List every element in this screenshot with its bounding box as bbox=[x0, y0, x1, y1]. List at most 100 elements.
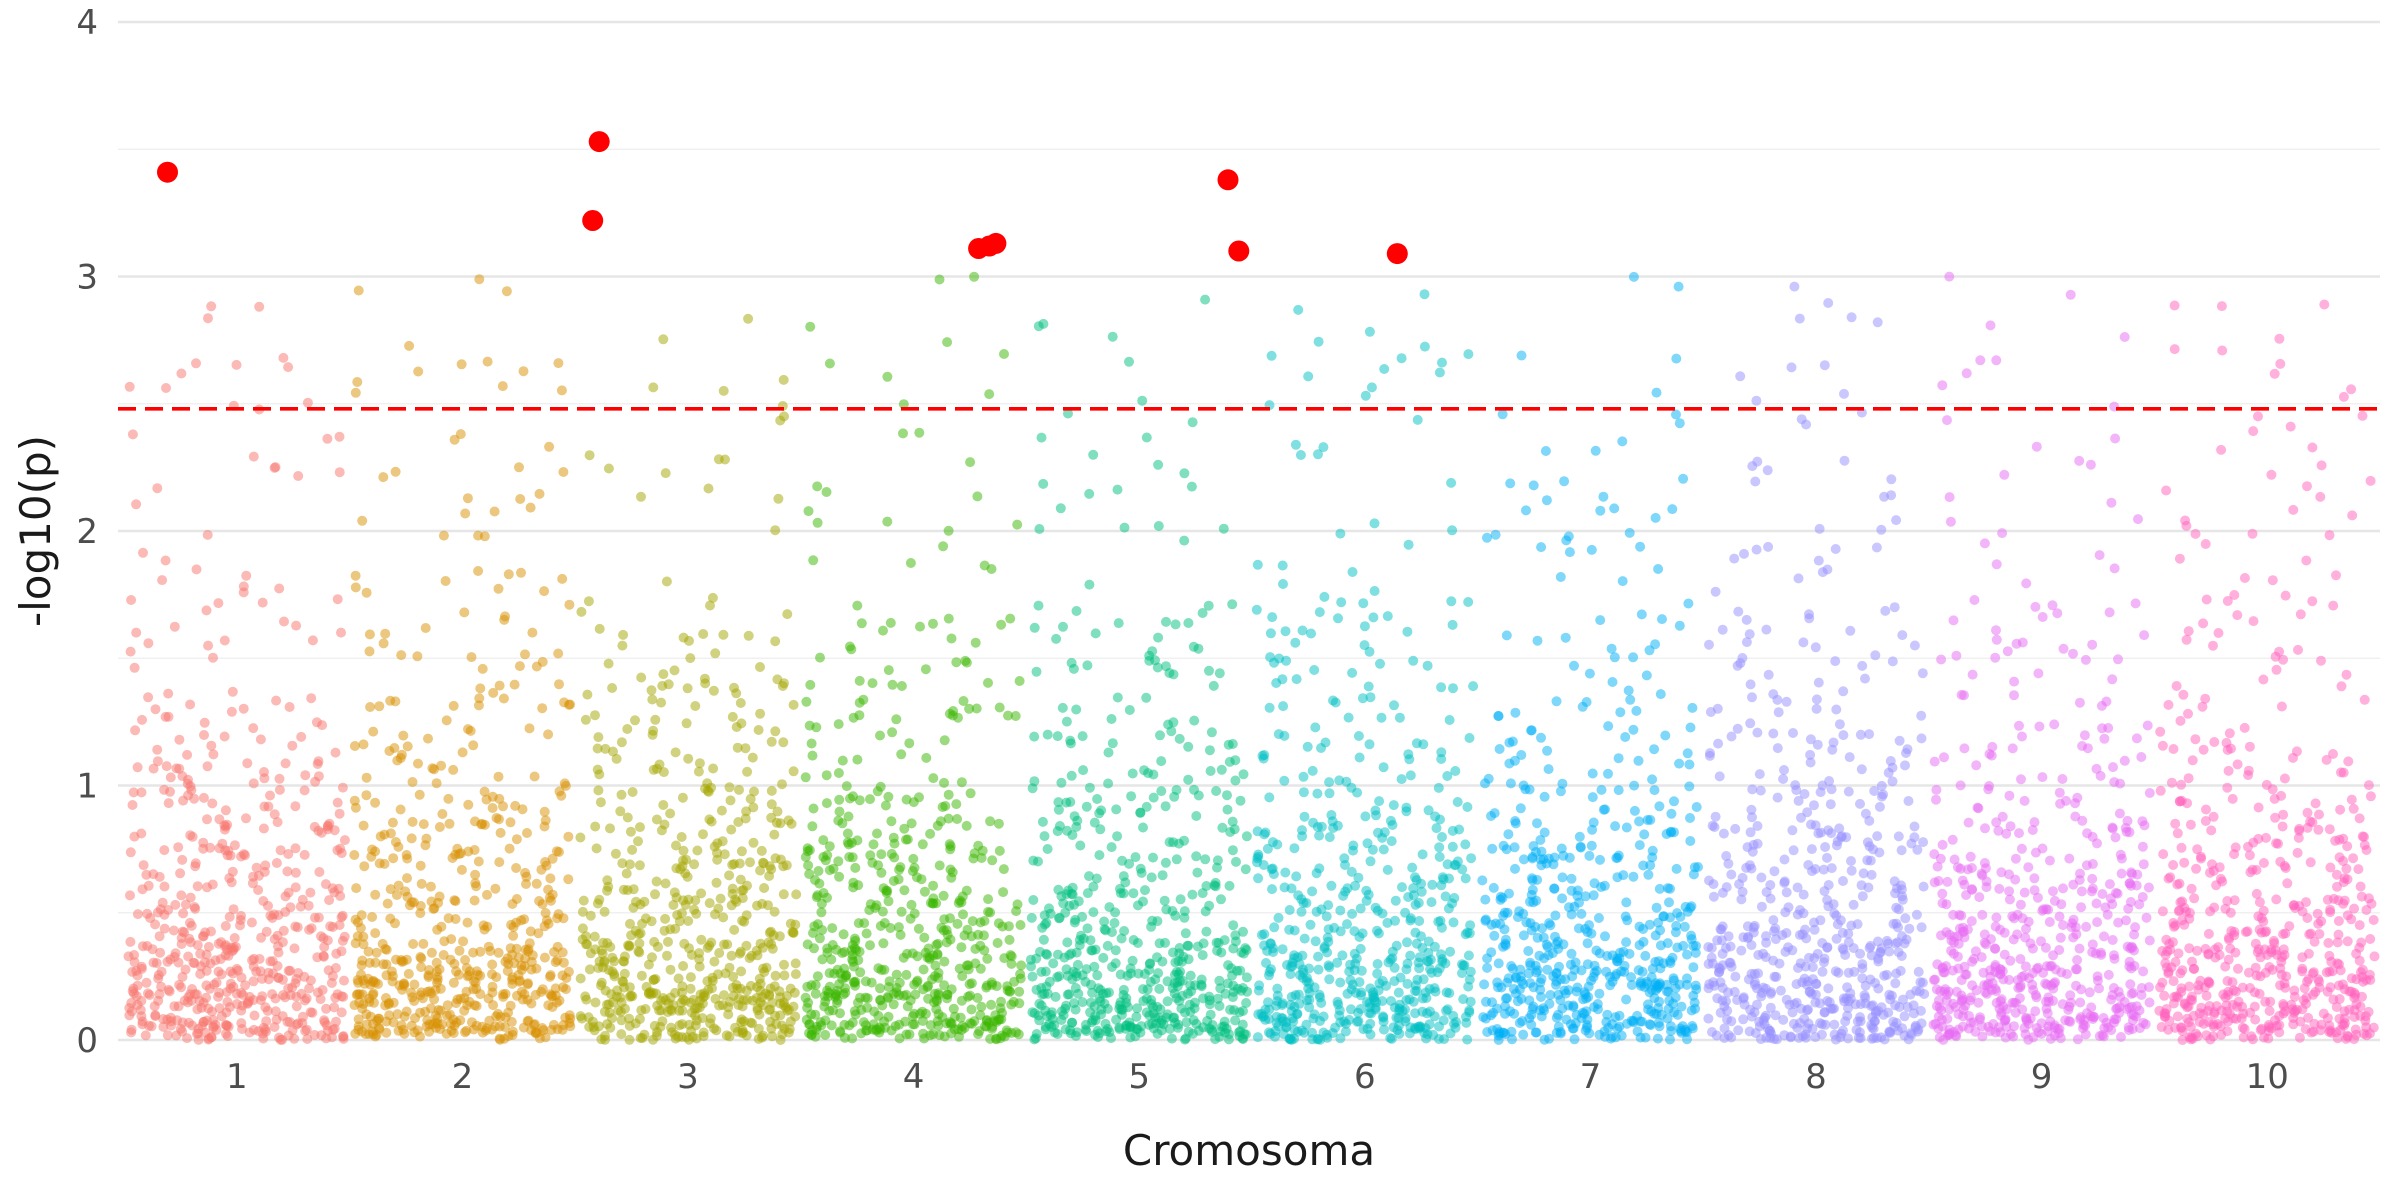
snp-point bbox=[1446, 477, 1457, 488]
snp-point bbox=[1729, 553, 1740, 564]
snp-point bbox=[1669, 1007, 1680, 1018]
snp-point bbox=[1437, 832, 1447, 842]
snp-point bbox=[1878, 1009, 1889, 1020]
snp-point bbox=[1073, 896, 1084, 907]
snp-point bbox=[1078, 765, 1089, 776]
snp-point bbox=[2115, 849, 2126, 860]
snp-point bbox=[972, 491, 983, 502]
snp-point bbox=[778, 737, 789, 748]
snp-point bbox=[353, 1014, 364, 1025]
snp-point bbox=[1277, 560, 1288, 571]
snp-point bbox=[1291, 871, 1302, 882]
snp-point bbox=[810, 1031, 821, 1042]
snp-point bbox=[415, 860, 426, 871]
snp-point bbox=[1075, 840, 1086, 851]
snp-point bbox=[1438, 874, 1449, 885]
snp-point bbox=[1846, 865, 1857, 876]
snp-point bbox=[770, 525, 781, 536]
snp-point bbox=[969, 848, 980, 859]
snp-point bbox=[1168, 717, 1179, 728]
snp-point bbox=[1222, 804, 1233, 815]
snp-point bbox=[1876, 791, 1887, 802]
snp-point bbox=[801, 696, 812, 707]
snp-point bbox=[779, 411, 789, 422]
snp-point bbox=[719, 939, 730, 950]
snp-point bbox=[494, 857, 505, 868]
snp-point bbox=[1423, 805, 1434, 816]
snp-point bbox=[216, 1011, 227, 1022]
snp-point bbox=[315, 994, 326, 1005]
snp-point bbox=[1360, 390, 1371, 401]
snp-point bbox=[128, 787, 139, 798]
snp-point bbox=[1708, 879, 1719, 890]
snp-point bbox=[222, 819, 233, 830]
snp-point bbox=[553, 909, 564, 920]
snp-point bbox=[1730, 971, 1741, 982]
snp-point bbox=[500, 611, 510, 622]
snp-point bbox=[1161, 661, 1171, 672]
snp-point bbox=[1897, 931, 1907, 942]
snp-point bbox=[523, 978, 533, 989]
snp-point bbox=[1783, 902, 1794, 913]
snp-point bbox=[649, 1020, 660, 1031]
snp-point bbox=[1088, 907, 1099, 918]
snp-point bbox=[1738, 992, 1749, 1003]
snp-point bbox=[177, 971, 188, 982]
snp-point bbox=[1895, 965, 1906, 976]
snp-point bbox=[1343, 712, 1354, 723]
snp-point bbox=[336, 848, 347, 859]
snp-point bbox=[1146, 872, 1157, 883]
snp-point bbox=[1656, 1009, 1667, 1020]
snp-point bbox=[1819, 360, 1830, 371]
snp-point bbox=[808, 555, 819, 566]
snp-point bbox=[558, 467, 569, 477]
snp-point bbox=[494, 680, 505, 691]
snp-point bbox=[732, 742, 743, 753]
snp-point bbox=[563, 831, 574, 842]
snp-point bbox=[1576, 965, 1587, 976]
snp-point bbox=[1706, 943, 1717, 953]
snp-point bbox=[1488, 1007, 1498, 1018]
snp-point bbox=[332, 797, 343, 808]
snp-point bbox=[2116, 868, 2127, 879]
snp-point bbox=[1056, 1015, 1067, 1025]
snp-point bbox=[1236, 985, 1247, 996]
snp-point bbox=[1834, 823, 1845, 834]
snp-point bbox=[1112, 484, 1123, 495]
snp-point bbox=[703, 483, 714, 494]
snp-point bbox=[1327, 1028, 1338, 1038]
snp-point bbox=[1817, 966, 1828, 977]
snp-point bbox=[616, 997, 627, 1008]
snp-point bbox=[1704, 979, 1715, 990]
snp-point bbox=[1310, 722, 1321, 733]
snp-point bbox=[878, 625, 888, 636]
snp-point bbox=[593, 785, 604, 796]
snp-point bbox=[1555, 786, 1566, 797]
snp-point bbox=[730, 894, 741, 905]
snp-point bbox=[2058, 920, 2068, 931]
snp-point bbox=[1294, 998, 1305, 1009]
snp-point bbox=[1492, 977, 1503, 988]
snp-point bbox=[634, 938, 645, 949]
snp-point bbox=[578, 895, 589, 906]
snp-point bbox=[894, 1033, 905, 1044]
snp-point bbox=[1209, 880, 1220, 891]
snp-point bbox=[895, 862, 906, 873]
snp-point bbox=[1335, 977, 1346, 988]
snp-point bbox=[505, 817, 516, 828]
snp-point bbox=[994, 1014, 1005, 1025]
snp-point bbox=[658, 800, 669, 810]
snp-point bbox=[719, 849, 730, 860]
snp-point bbox=[622, 724, 633, 734]
snp-point bbox=[1094, 850, 1105, 861]
snp-point bbox=[1883, 767, 1894, 778]
snp-point bbox=[1952, 862, 1963, 873]
snp-point bbox=[1004, 934, 1015, 945]
snp-point bbox=[511, 863, 522, 873]
snp-point bbox=[1457, 968, 1467, 979]
snp-point bbox=[2138, 966, 2149, 977]
snp-point bbox=[1006, 958, 1017, 969]
snp-point bbox=[1054, 971, 1065, 982]
snp-point bbox=[820, 1029, 831, 1040]
snp-point bbox=[511, 894, 522, 904]
